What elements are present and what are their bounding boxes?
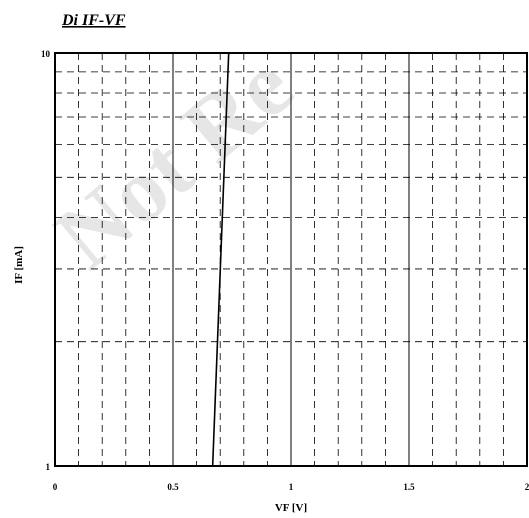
x-tick-label: 1 [289, 482, 294, 492]
y-tick-labels: 1 10 [41, 49, 51, 472]
grid-layer [55, 53, 527, 466]
y-tick-label: 1 [46, 462, 51, 472]
x-tick-labels: 0 0.5 1 1.5 2 [53, 482, 529, 492]
x-tick-label: 0 [53, 482, 58, 492]
chart-title: Di IF-VF [61, 12, 126, 29]
x-axis-label: VF [V] [275, 502, 307, 514]
watermark-text: Not Re [36, 34, 311, 288]
series-layer [211, 52, 230, 467]
series-line-0 [211, 52, 230, 467]
y-axis-label: IF [mA] [13, 246, 25, 284]
y-tick-label: 10 [41, 49, 51, 59]
x-tick-label: 1.5 [403, 482, 415, 492]
x-tick-label: 0.5 [167, 482, 179, 492]
x-tick-label: 2 [525, 482, 529, 492]
plot-frame [54, 52, 528, 467]
plot-border [54, 52, 528, 467]
